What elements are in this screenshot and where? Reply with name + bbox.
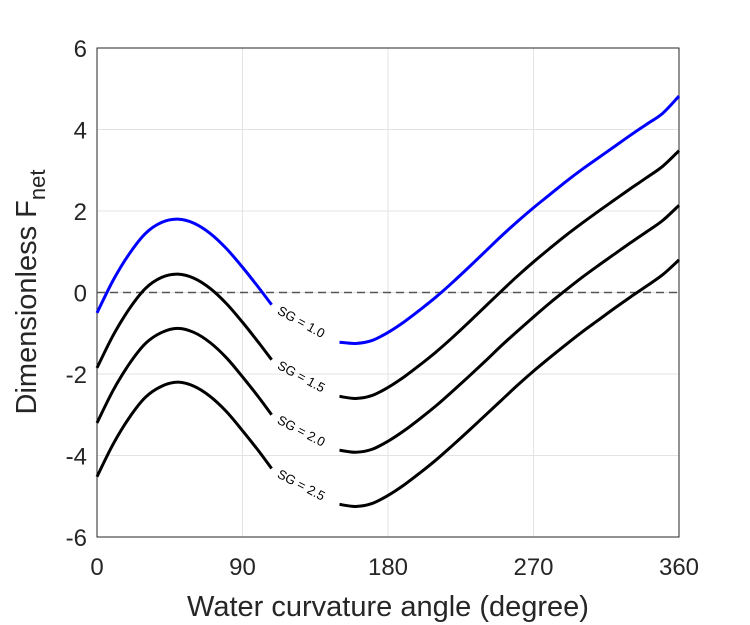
x-tick-label: 180 bbox=[368, 554, 408, 581]
series-label-sg-4: SG = 2.5 bbox=[275, 466, 328, 503]
series-line-sg-3-segment-1 bbox=[95, 326, 273, 424]
series-line-sg-4-segment-2 bbox=[339, 258, 681, 508]
y-tick-label: 2 bbox=[74, 199, 87, 226]
series-line-sg-3-segment-2 bbox=[339, 204, 681, 454]
x-axis-title: Water curvature angle (degree) bbox=[187, 591, 589, 623]
x-tick-label: 270 bbox=[513, 554, 553, 581]
y-tick-label: 0 bbox=[74, 281, 87, 308]
y-axis-title-main: Dimensionless F bbox=[11, 200, 43, 414]
series-line-sg-4-segment-1 bbox=[95, 380, 273, 478]
y-tick-label: 4 bbox=[74, 118, 87, 145]
series-label-sg-3: SG = 2.0 bbox=[275, 412, 328, 449]
series-lines bbox=[95, 95, 681, 508]
y-tick-label: -4 bbox=[66, 444, 87, 471]
y-axis-title: Dimensionless Fnet bbox=[11, 170, 50, 415]
y-tick-label: -6 bbox=[66, 525, 87, 552]
series-line-sg-1-segment-1 bbox=[95, 217, 273, 314]
series-label-sg-2: SG = 1.5 bbox=[275, 358, 328, 396]
series-label-sg-1: SG = 1.0 bbox=[275, 303, 327, 341]
x-tick-labels: 0 90 180 270 360 bbox=[90, 554, 699, 581]
x-tick-label: 90 bbox=[229, 554, 256, 581]
series-line-sg-2-segment-2 bbox=[339, 149, 681, 400]
y-tick-label: -2 bbox=[66, 362, 87, 389]
x-tick-label: 360 bbox=[659, 554, 699, 581]
series-line-sg-2-segment-1 bbox=[95, 272, 273, 369]
series-labels: SG = 1.0 SG = 1.5 SG = 2.0 SG = 2.5 bbox=[275, 303, 328, 504]
y-tick-labels: -6 -4 -2 0 2 4 6 bbox=[66, 36, 87, 552]
y-axis-title-subscript: net bbox=[25, 170, 50, 201]
y-tick-label: 6 bbox=[74, 36, 87, 63]
x-tick-label: 0 bbox=[90, 554, 103, 581]
series-line-sg-1-segment-2 bbox=[339, 95, 681, 345]
